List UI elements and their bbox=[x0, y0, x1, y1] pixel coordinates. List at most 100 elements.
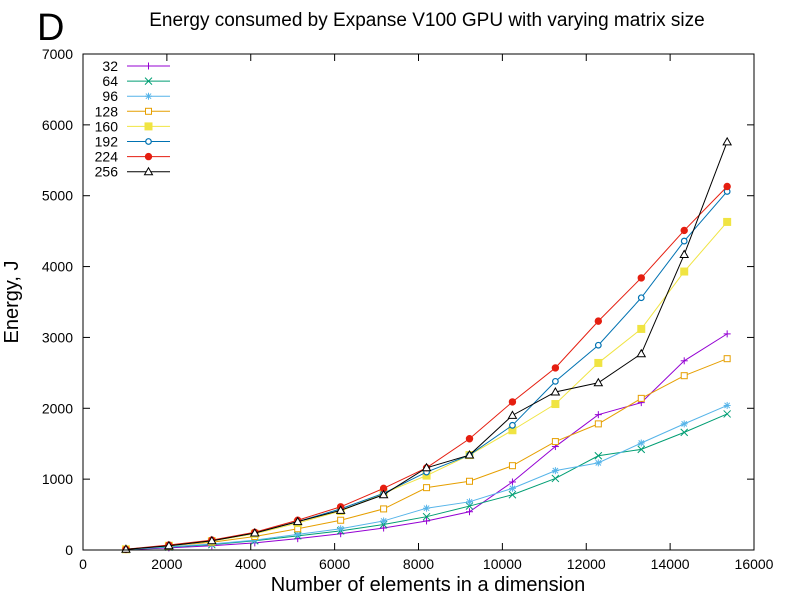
data-point bbox=[508, 462, 516, 470]
data-point bbox=[164, 540, 174, 550]
data-point bbox=[550, 386, 561, 396]
legend-marker bbox=[144, 77, 153, 85]
data-point bbox=[594, 411, 602, 419]
data-point bbox=[723, 355, 731, 363]
chart-title: Energy consumed by Expanse V100 GPU with… bbox=[149, 10, 704, 31]
data-point bbox=[378, 489, 389, 499]
legend-marker bbox=[145, 92, 152, 100]
plot-border bbox=[82, 53, 755, 551]
y-tick-label: 6000 bbox=[42, 117, 73, 133]
data-point bbox=[680, 267, 689, 276]
y-tick-label: 0 bbox=[65, 542, 73, 558]
y-tick-label: 4000 bbox=[42, 259, 73, 275]
x-tick-label: 16000 bbox=[735, 556, 774, 572]
data-point bbox=[121, 544, 131, 553]
data-point bbox=[508, 490, 517, 499]
legend-label: 160 bbox=[95, 118, 119, 134]
legend-label: 96 bbox=[102, 88, 118, 104]
data-point bbox=[464, 450, 475, 459]
data-point bbox=[637, 394, 645, 402]
data-point bbox=[723, 330, 731, 338]
y-tick-label: 5000 bbox=[42, 188, 73, 204]
y-tick-label: 1000 bbox=[42, 471, 73, 487]
legend-marker bbox=[144, 152, 153, 161]
data-point bbox=[636, 348, 647, 358]
data-point bbox=[680, 237, 688, 245]
legend-item-256: 256 bbox=[95, 164, 170, 180]
data-point bbox=[335, 505, 346, 514]
x-tick-label: 8000 bbox=[403, 556, 434, 572]
legend-marker bbox=[144, 122, 153, 131]
data-point bbox=[380, 524, 388, 532]
data-point bbox=[594, 459, 602, 467]
data-point bbox=[593, 377, 604, 387]
data-point bbox=[551, 364, 560, 372]
data-point bbox=[337, 516, 345, 524]
data-point bbox=[723, 182, 731, 191]
data-point bbox=[551, 474, 560, 483]
data-point bbox=[292, 516, 303, 526]
legend-item-32: 32 bbox=[102, 58, 170, 74]
data-point bbox=[379, 520, 388, 529]
data-point bbox=[465, 508, 473, 516]
data-point bbox=[680, 357, 688, 365]
data-point bbox=[594, 451, 603, 460]
data-point bbox=[294, 530, 302, 538]
data-point bbox=[594, 420, 602, 428]
y-tick-label: 2000 bbox=[42, 400, 73, 416]
legend-item-224: 224 bbox=[95, 149, 170, 165]
x-tick-label: 12000 bbox=[567, 556, 606, 572]
axis-ticks: 0 2000 4000 6000 8000 10000 12000 14000 16000 0 10… bbox=[42, 46, 774, 572]
panel-label: D bbox=[37, 7, 64, 49]
x-tick-label: 14000 bbox=[651, 556, 690, 572]
data-point bbox=[680, 420, 688, 428]
data-point bbox=[380, 517, 388, 525]
data-point bbox=[423, 484, 431, 492]
legend-marker bbox=[145, 62, 152, 70]
data-point bbox=[507, 410, 518, 419]
legend-label: 128 bbox=[95, 103, 119, 119]
data-point bbox=[594, 341, 602, 349]
data-point bbox=[680, 428, 689, 437]
data-point bbox=[637, 294, 645, 302]
data-point bbox=[421, 462, 432, 472]
legend-marker bbox=[145, 107, 152, 115]
legend-label: 64 bbox=[102, 73, 118, 89]
data-point bbox=[551, 400, 560, 409]
legend-marker bbox=[143, 166, 154, 176]
data-point bbox=[380, 505, 388, 513]
y-tick-label: 3000 bbox=[42, 329, 73, 345]
data-point bbox=[465, 435, 474, 443]
legend-item-64: 64 bbox=[102, 73, 170, 89]
legend-label: 256 bbox=[95, 164, 119, 180]
data-point bbox=[722, 136, 733, 146]
data-point bbox=[680, 372, 688, 380]
y-tick-label: 7000 bbox=[42, 46, 73, 62]
data-point bbox=[594, 317, 603, 325]
legend-item-160: 160 bbox=[95, 118, 170, 134]
data-point bbox=[680, 226, 688, 235]
data-point bbox=[551, 467, 559, 475]
data-point bbox=[723, 217, 732, 226]
x-axis-title: Number of elements in a dimension bbox=[271, 574, 586, 596]
y-axis-title: Energy, J bbox=[1, 261, 23, 344]
x-tick-label: 0 bbox=[79, 556, 87, 572]
legend-label: 224 bbox=[95, 149, 119, 165]
data-point bbox=[637, 324, 646, 333]
legend-item-96: 96 bbox=[102, 88, 170, 104]
data-point bbox=[508, 478, 516, 486]
x-tick-label: 4000 bbox=[235, 556, 266, 572]
series-layer bbox=[121, 136, 733, 554]
data-point bbox=[508, 484, 516, 492]
data-point bbox=[637, 274, 645, 282]
data-point bbox=[679, 249, 690, 259]
data-point bbox=[637, 439, 645, 447]
data-point bbox=[594, 358, 603, 367]
legend-label: 192 bbox=[95, 134, 119, 150]
legend-item-128: 128 bbox=[95, 103, 170, 119]
data-point bbox=[337, 525, 345, 533]
data-point bbox=[723, 410, 732, 418]
series-224 bbox=[122, 182, 731, 553]
